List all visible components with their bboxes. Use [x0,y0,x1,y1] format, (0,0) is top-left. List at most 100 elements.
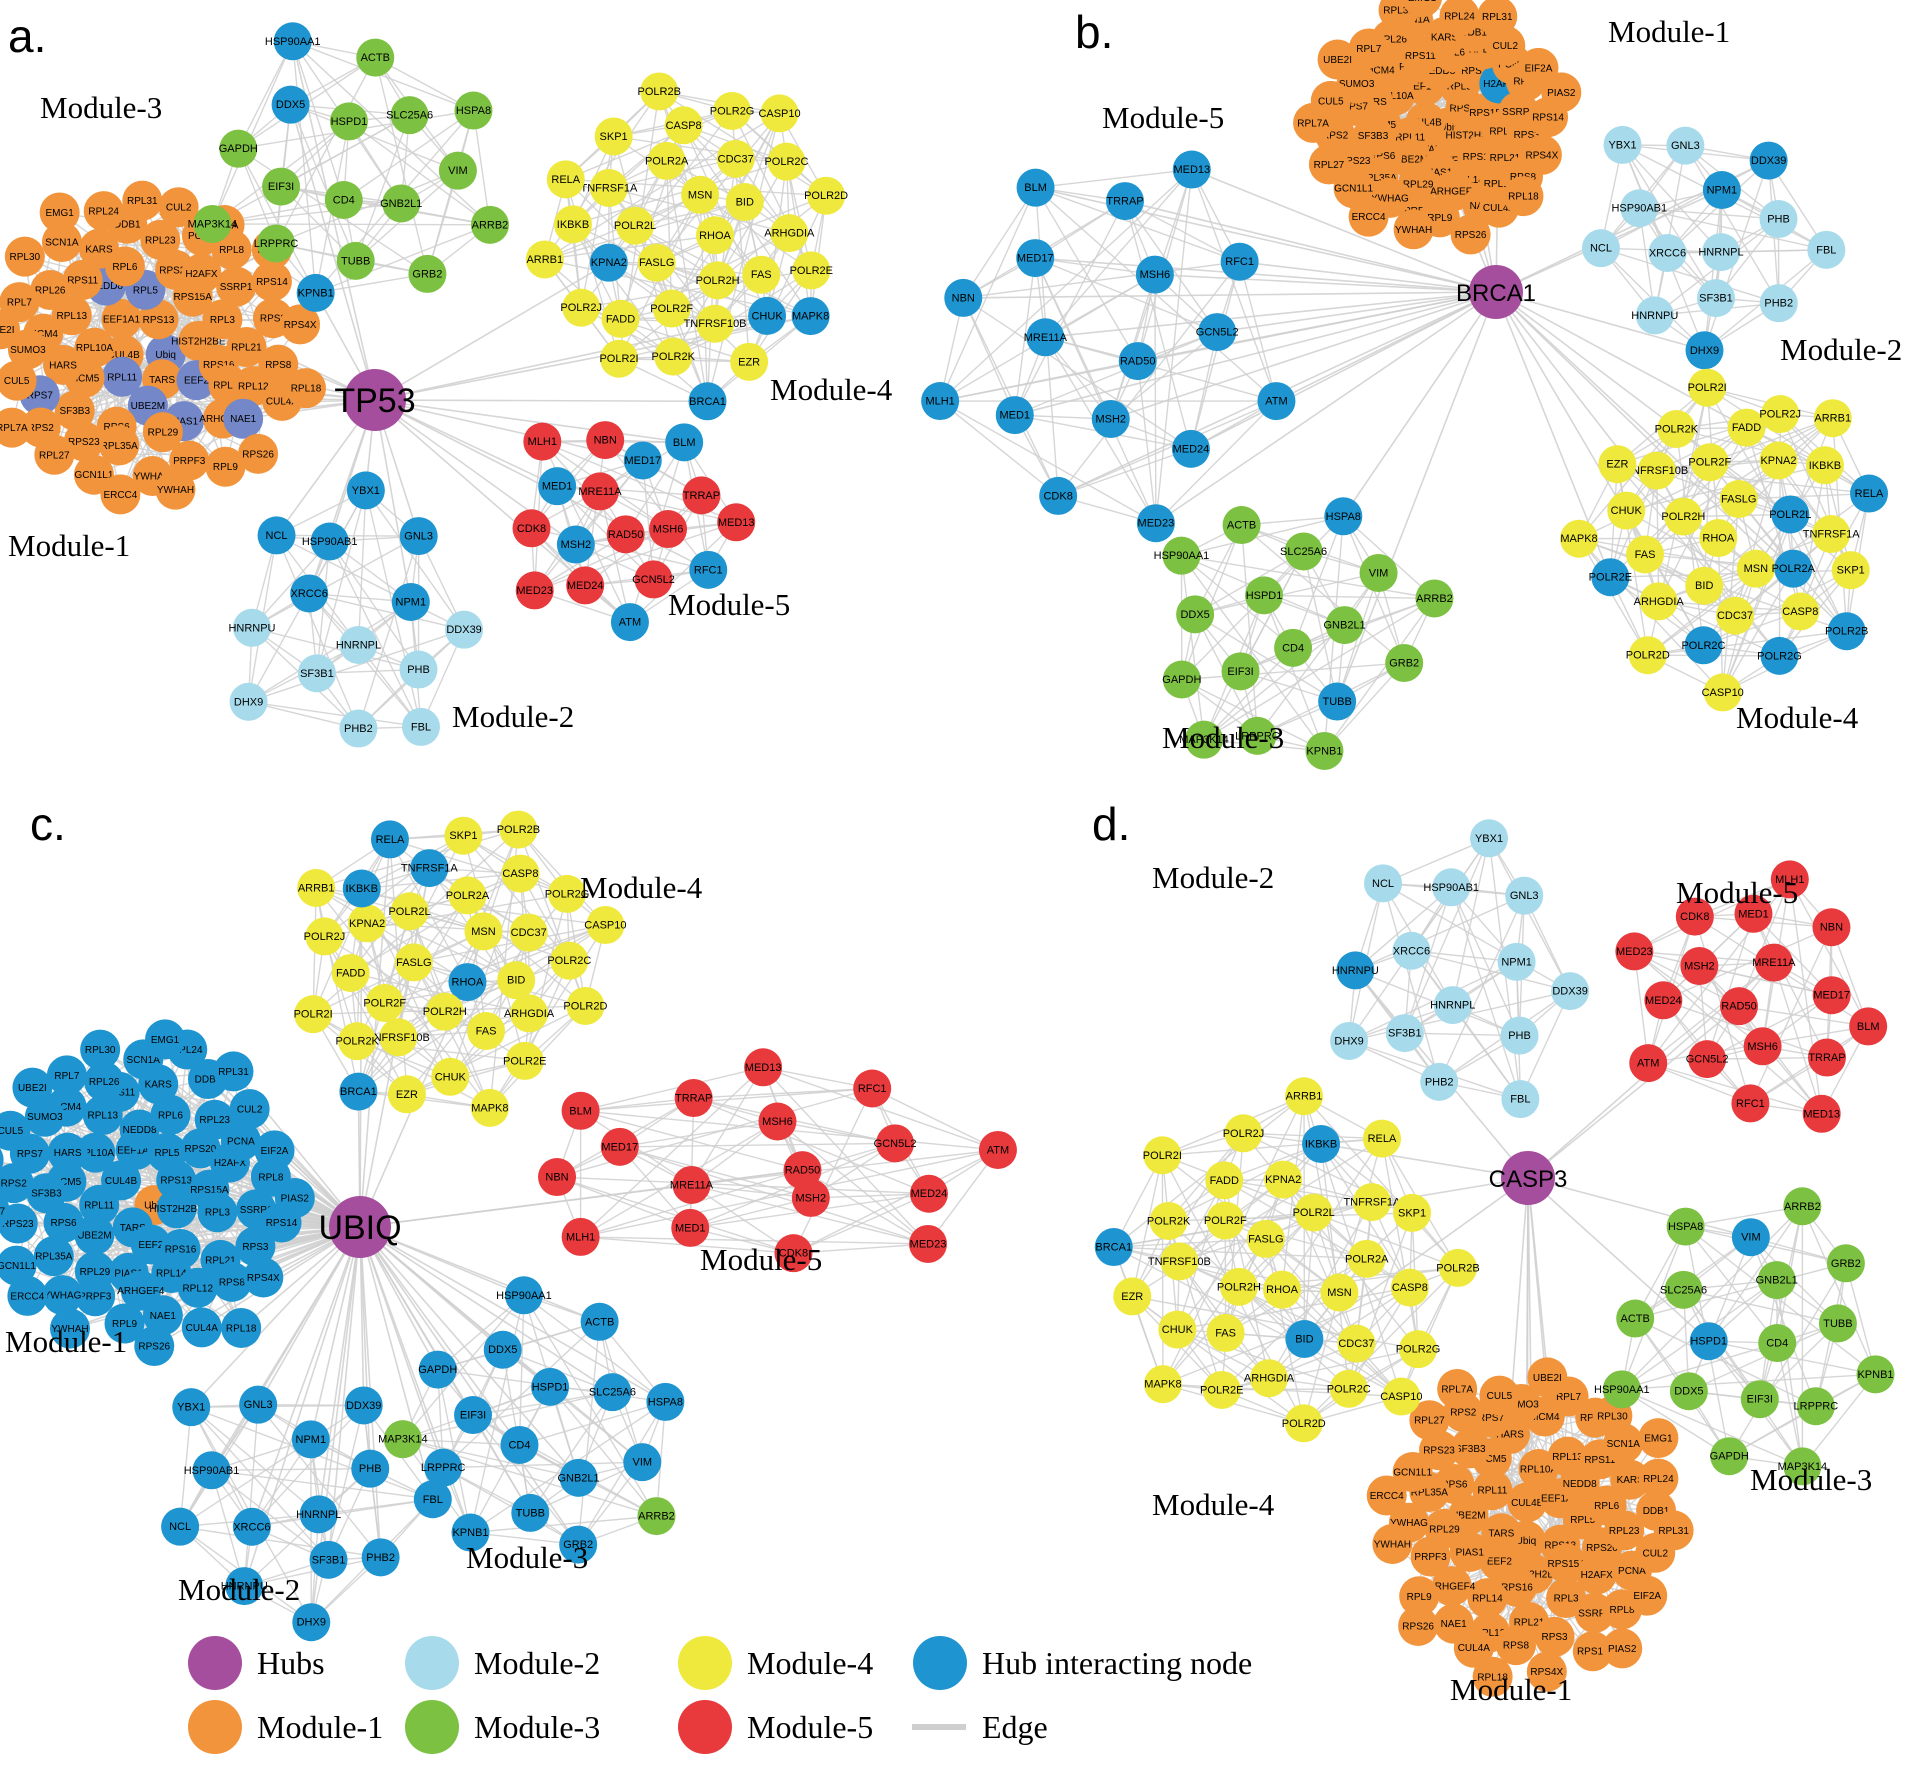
node-HNRNPL[interactable] [299,1495,338,1534]
node-RPL6[interactable] [150,1094,191,1135]
node-BID[interactable] [1685,566,1724,605]
node-EIF3I[interactable] [454,1396,493,1435]
node-RHOA[interactable] [448,963,487,1002]
node-RHOA[interactable] [696,216,735,255]
node-KPNB1[interactable] [1305,731,1344,770]
node-HNRNPU[interactable] [232,608,271,647]
node-ARRB2[interactable] [470,205,509,244]
node-HARS[interactable] [43,344,84,385]
node-PHB[interactable] [399,650,438,689]
node-EIF3I[interactable] [1221,652,1260,691]
node-POLR2C[interactable] [1684,626,1723,665]
node-NAE1[interactable] [223,398,264,439]
node-BLM[interactable] [561,1091,600,1130]
node-TNFRSF10B[interactable] [1637,451,1676,490]
node-CHUK[interactable] [1607,491,1646,530]
node-FBL[interactable] [1807,230,1846,269]
node-PHB2[interactable] [1759,284,1798,323]
node-MED24[interactable] [566,566,605,605]
node-CDK8[interactable] [512,509,551,548]
node-BRCA1[interactable] [339,1072,378,1111]
node-HSP90AB1[interactable] [1620,189,1659,228]
node-RPS14[interactable] [251,261,292,302]
node-LRPPRC[interactable] [424,1448,463,1487]
node-DDX39[interactable] [445,610,484,649]
node-SF3B3[interactable] [26,1173,67,1214]
node-IKBKB[interactable] [553,205,592,244]
node-NCL[interactable] [257,516,296,555]
node-ACTB[interactable] [356,38,395,77]
node-CUL5[interactable] [0,360,37,401]
node-CASP8[interactable] [1781,592,1820,631]
node-TRRAP[interactable] [674,1079,713,1118]
node-MAPK8[interactable] [470,1088,509,1127]
node-GAPDH[interactable] [1162,660,1201,699]
node-ARHGDIA[interactable] [1639,582,1678,621]
node-ACTB[interactable] [580,1302,619,1341]
node-ARRB1[interactable] [525,240,564,279]
node-TUBB[interactable] [336,241,375,280]
node-ARRB2[interactable] [1415,579,1454,618]
node-RPS8[interactable] [258,344,299,385]
node-MSN[interactable] [1736,549,1775,588]
node-FADD[interactable] [1727,408,1766,447]
node-RPL3[interactable] [202,299,243,340]
node-TUBB[interactable] [1318,682,1357,721]
node-YWHAG[interactable] [42,1275,83,1316]
node-POLR2K[interactable] [1657,410,1696,449]
node-EZR[interactable] [387,1075,426,1114]
node-RELA[interactable] [370,820,409,859]
node-HNRNPU[interactable] [1635,296,1674,335]
node-POLR2I[interactable] [600,339,639,378]
node-RPS6[interactable] [43,1202,84,1243]
node-ARHGDIA[interactable] [510,994,549,1033]
node-MED24[interactable] [1171,429,1210,468]
node-ARRB1[interactable] [297,868,336,907]
node-GAPDH[interactable] [219,129,258,168]
node-POLR2D[interactable] [807,176,846,215]
node-MLH1[interactable] [523,422,562,461]
node-RPL27[interactable] [0,1191,10,1231]
node-NCL[interactable] [161,1507,200,1546]
node-POLR2D[interactable] [1628,636,1667,675]
node-FASLG[interactable] [394,943,433,982]
node-TNFRSF10B[interactable] [379,1018,418,1057]
node-GNL3[interactable] [1666,126,1705,165]
node-RPS4X[interactable] [243,1257,284,1298]
node-EMG1[interactable] [39,192,80,233]
node-POLR2I[interactable] [1688,368,1727,407]
node-HSPD1[interactable] [531,1367,570,1406]
node-PCNA[interactable] [220,1120,261,1161]
node-TRRAP[interactable] [682,476,721,515]
node-ERCC4[interactable] [1348,196,1389,237]
node-CDC37[interactable] [1716,596,1755,635]
node-CHUK[interactable] [431,1057,470,1096]
node-NPM1[interactable] [1702,171,1741,210]
hub-BRCA1[interactable] [1469,265,1523,319]
node-RPL24[interactable] [1439,0,1480,36]
node-CHUK[interactable] [748,296,787,335]
node-POLR2G[interactable] [1760,636,1799,675]
node-EIF2A[interactable] [254,1130,295,1171]
node-CUL2[interactable] [229,1089,270,1130]
node-CDK8[interactable] [1039,476,1078,515]
node-CASP10[interactable] [586,906,625,945]
node-POLR2H[interactable] [698,261,737,300]
node-NEDD8[interactable] [119,1109,160,1150]
node-NBN[interactable] [944,278,983,317]
node-POLR2E[interactable] [1591,558,1630,597]
node-NBN[interactable] [538,1158,577,1197]
node-SLC25A6[interactable] [1284,532,1323,571]
node-UBE2M[interactable] [74,1214,115,1255]
node-HNRNPL[interactable] [1701,233,1740,272]
node-PHB[interactable] [1759,200,1798,239]
node-FAS[interactable] [1626,535,1665,574]
node-SF3B1[interactable] [1697,279,1736,318]
node-SUMO3[interactable] [7,329,48,370]
node-EEF1A1[interactable] [101,299,142,340]
node-DDX39[interactable] [344,1386,383,1425]
node-TNFRSF1A[interactable] [410,849,449,888]
node-HSP90AB1[interactable] [192,1451,231,1490]
hub-TP53[interactable] [344,369,406,431]
node-ATM[interactable] [978,1130,1017,1169]
